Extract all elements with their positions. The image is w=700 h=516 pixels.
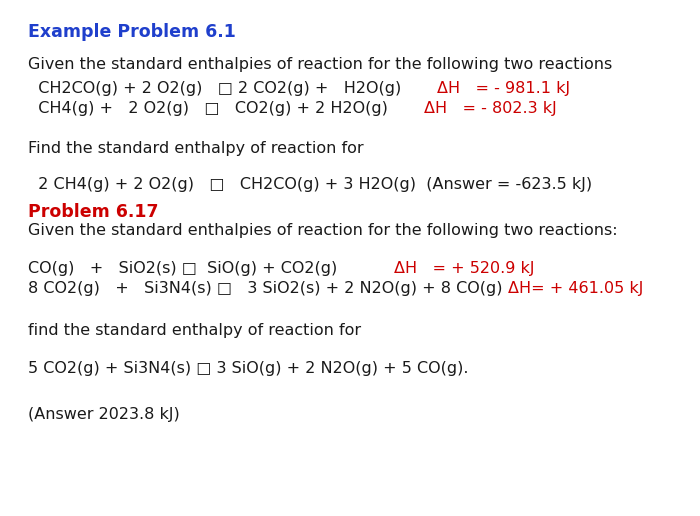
Text: CH4(g) +   2 O2(g)   □   CO2(g) + 2 H2O(g): CH4(g) + 2 O2(g) □ CO2(g) + 2 H2O(g) <box>28 101 423 116</box>
Text: Find the standard enthalpy of reaction for: Find the standard enthalpy of reaction f… <box>28 140 363 155</box>
Text: Given the standard enthalpies of reaction for the following two reactions:: Given the standard enthalpies of reactio… <box>28 222 617 237</box>
Text: (Answer 2023.8 kJ): (Answer 2023.8 kJ) <box>28 408 180 423</box>
Text: ΔH   = - 802.3 kJ: ΔH = - 802.3 kJ <box>424 101 556 116</box>
Text: Problem 6.17: Problem 6.17 <box>28 203 158 221</box>
Text: 2 CH4(g) + 2 O2(g)   □   CH2CO(g) + 3 H2O(g)  (Answer = -623.5 kJ): 2 CH4(g) + 2 O2(g) □ CH2CO(g) + 3 H2O(g)… <box>28 178 592 192</box>
Text: find the standard enthalpy of reaction for: find the standard enthalpy of reaction f… <box>28 322 361 337</box>
Text: 5 CO2(g) + Si3N4(s) □ 3 SiO(g) + 2 N2O(g) + 5 CO(g).: 5 CO2(g) + Si3N4(s) □ 3 SiO(g) + 2 N2O(g… <box>28 361 468 376</box>
Text: 8 CO2(g)   +   Si3N4(s) □   3 SiO2(s) + 2 N2O(g) + 8 CO(g): 8 CO2(g) + Si3N4(s) □ 3 SiO2(s) + 2 N2O(… <box>28 281 507 296</box>
Text: Given the standard enthalpies of reaction for the following two reactions: Given the standard enthalpies of reactio… <box>28 57 612 73</box>
Text: CH2CO(g) + 2 O2(g)   □ 2 CO2(g) +   H2O(g): CH2CO(g) + 2 O2(g) □ 2 CO2(g) + H2O(g) <box>28 80 437 95</box>
Text: ΔH   = + 520.9 kJ: ΔH = + 520.9 kJ <box>393 261 534 276</box>
Text: CO(g)   +   SiO2(s) □  SiO(g) + CO2(g): CO(g) + SiO2(s) □ SiO(g) + CO2(g) <box>28 261 393 276</box>
Text: ΔH= + 461.05 kJ: ΔH= + 461.05 kJ <box>508 281 643 296</box>
Text: Example Problem 6.1: Example Problem 6.1 <box>28 23 236 41</box>
Text: ΔH   = - 981.1 kJ: ΔH = - 981.1 kJ <box>437 80 570 95</box>
